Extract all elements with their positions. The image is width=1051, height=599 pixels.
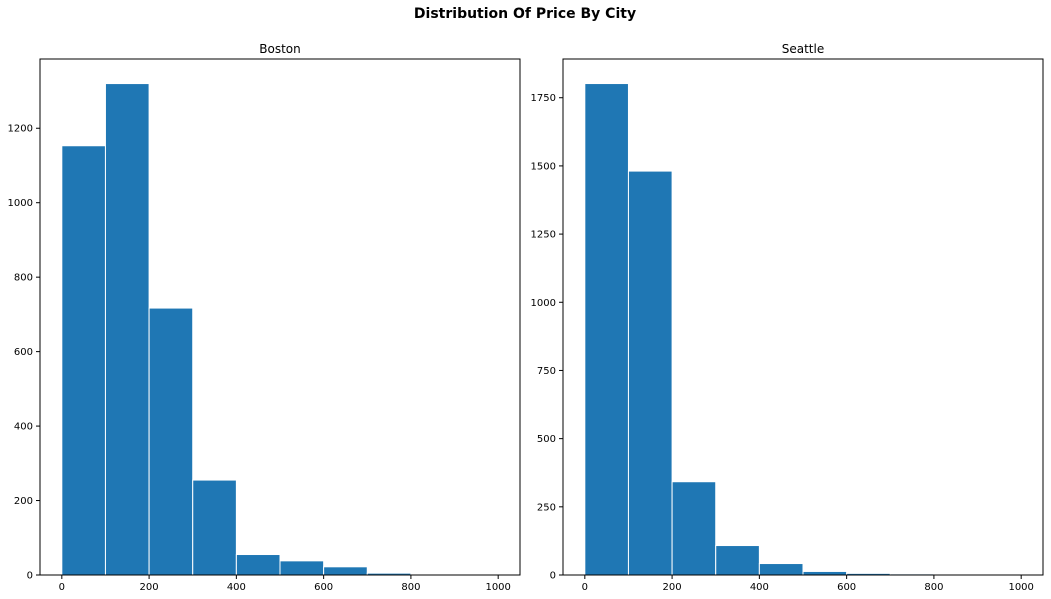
axes-frame [39, 58, 521, 576]
y-tick-label: 0 [27, 571, 33, 582]
figure-title: Distribution Of Price By City [414, 6, 636, 22]
x-tick-label: 0 [582, 582, 588, 593]
y-tick-label: 1000 [8, 198, 33, 209]
subplot-title: Boston [259, 42, 300, 56]
histogram-seattle: Seattle 0 200 400 600 800 1000 0 250 500 750 1000 12… [531, 42, 1044, 593]
y-tick-label: 750 [537, 366, 556, 377]
y-tick-label: 600 [14, 347, 33, 358]
x-tick-label: 0 [59, 582, 65, 593]
histogram-boston: Boston 0 200 400 600 800 1000 0 200 400 600 800 1000… [8, 42, 521, 593]
histogram-bar [148, 307, 194, 576]
histogram-bar [627, 170, 673, 576]
x-tick-label: 200 [140, 582, 159, 593]
x-tick-label: 400 [227, 582, 246, 593]
y-tick-label: 250 [537, 502, 556, 513]
y-tick-label: 200 [14, 496, 33, 507]
x-tick-label: 1000 [485, 582, 510, 593]
x-tick-label: 400 [750, 582, 769, 593]
y-tick-label: 1250 [531, 230, 556, 241]
x-tick-label: 600 [314, 582, 333, 593]
histogram-bar [235, 554, 281, 576]
histogram-bar [61, 145, 106, 576]
y-tick-label: 0 [550, 571, 556, 582]
histogram-bar [758, 563, 804, 576]
x-tick-label: 600 [837, 582, 856, 593]
subplot-title: Seattle [782, 42, 824, 56]
y-tick-label: 1500 [531, 161, 556, 172]
y-tick-label: 1000 [531, 298, 556, 309]
histogram-bar [671, 481, 717, 576]
histogram-bar [323, 566, 368, 576]
histogram-bar [192, 479, 237, 576]
histogram-bar [584, 83, 629, 576]
y-tick-label: 1750 [531, 93, 556, 104]
histogram-bar [715, 545, 760, 576]
histogram-bar [279, 560, 325, 576]
x-tick-label: 200 [663, 582, 682, 593]
y-tick-label: 400 [14, 422, 33, 433]
x-tick-label: 800 [924, 582, 943, 593]
y-tick-label: 500 [537, 434, 556, 445]
y-tick-label: 1200 [8, 124, 33, 135]
x-tick-label: 1000 [1008, 582, 1033, 593]
y-tick-label: 800 [14, 273, 33, 284]
x-tick-label: 800 [401, 582, 420, 593]
histogram-bar [104, 83, 150, 576]
axes-frame [562, 58, 1044, 576]
histogram-bar [802, 570, 848, 576]
